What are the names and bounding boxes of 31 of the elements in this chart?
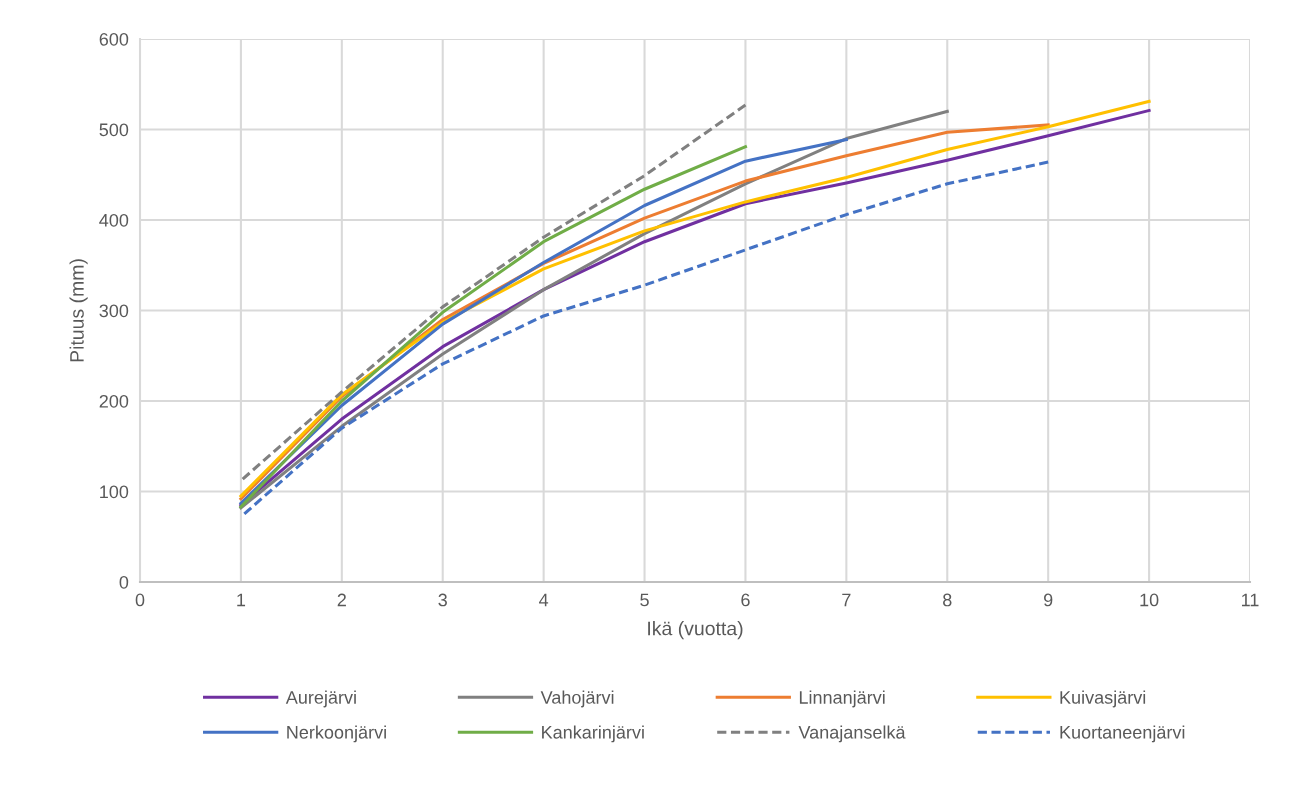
x-tick-label: 7 <box>842 593 851 607</box>
x-tick-label: 11 <box>1242 593 1259 607</box>
legend-label: Nerkoonjärvi <box>287 725 386 743</box>
x-tick-label: 5 <box>640 593 649 607</box>
y-tick-label: 300 <box>99 304 129 318</box>
x-tick-label: 1 <box>237 593 246 607</box>
y-tick-label: 0 <box>119 575 129 589</box>
legend-label: Linnanjärvi <box>799 690 885 708</box>
legend-label: Kankarinjärvi <box>542 725 644 743</box>
line-series <box>239 145 747 509</box>
legend-label: Kuivasjärvi <box>1060 690 1146 708</box>
x-tick-label: 8 <box>943 593 952 607</box>
legend-label: Vanajanselkä <box>798 725 906 743</box>
x-tick-label: 4 <box>539 593 549 607</box>
x-tick-label: 2 <box>337 593 346 607</box>
y-axis-title: Pituus (mm) <box>69 259 88 362</box>
legend-label: Aurejärvi <box>285 690 356 708</box>
x-tick-label: 6 <box>741 593 750 607</box>
x-tick-label: 3 <box>438 593 447 607</box>
x-tick-label: 9 <box>1044 593 1053 607</box>
y-tick-label: 200 <box>99 394 129 408</box>
legend-label: Vahojärvi <box>540 690 614 708</box>
legend-label: Kuortaneenjärvi <box>1060 725 1185 743</box>
line-series <box>239 109 949 510</box>
y-tick-label: 600 <box>99 32 129 46</box>
x-tick-label: 10 <box>1140 593 1159 607</box>
x-axis-title: Ikä (vuotta) <box>648 621 743 640</box>
y-tick-label: 400 <box>99 213 129 227</box>
y-tick-label: 500 <box>99 123 129 137</box>
y-tick-label: 100 <box>100 485 129 499</box>
x-tick-label: 0 <box>135 593 145 607</box>
